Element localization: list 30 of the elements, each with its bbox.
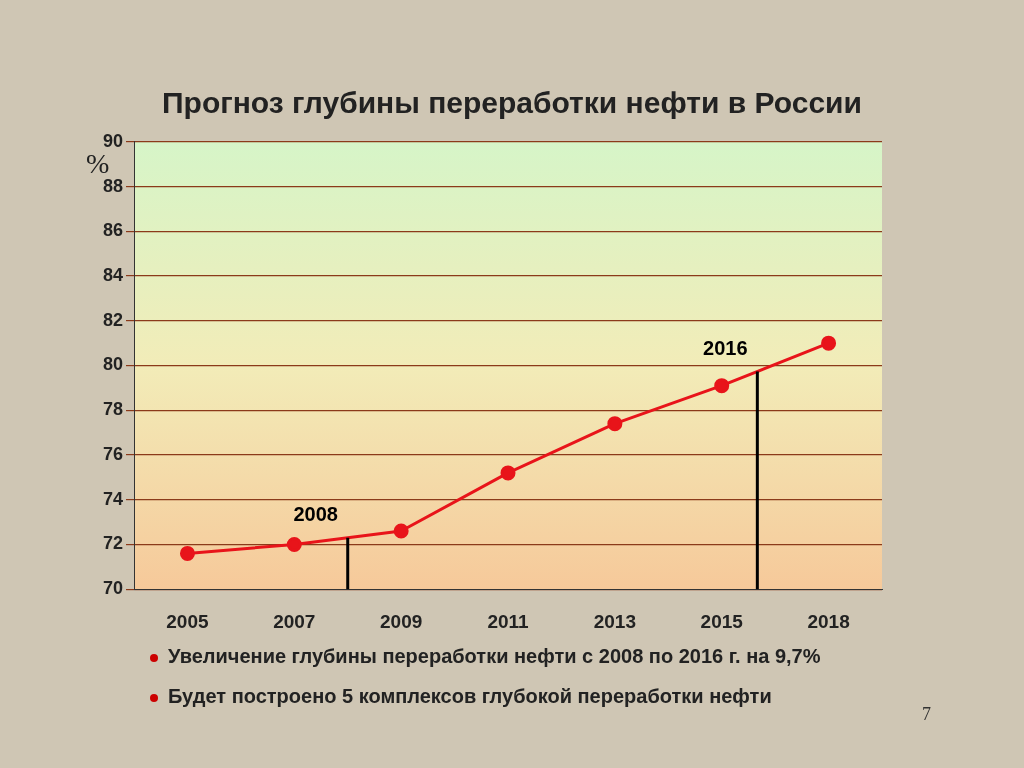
y-tick-label: 80 (102, 354, 124, 375)
point (714, 378, 730, 394)
y-tick-label: 72 (102, 533, 124, 554)
point (821, 335, 837, 351)
x-tick-label: 2011 (487, 610, 530, 632)
annotation: 2016 (703, 336, 748, 359)
x-tick-label: 2007 (273, 610, 316, 632)
text: Будет построено 5 комплексов глубокой переработки нефти (168, 685, 772, 707)
y-tick-label: 76 (102, 443, 124, 464)
x-tick-label: 2005 (166, 610, 210, 632)
annotation: 2008 (293, 503, 338, 526)
y-tick-label: 78 (102, 399, 124, 420)
x-tick-label: 2009 (380, 610, 423, 632)
point (286, 536, 302, 552)
point (393, 523, 409, 539)
x-tick-label: 2018 (807, 610, 850, 632)
y-tick-label: 70 (102, 578, 124, 599)
point (179, 545, 195, 561)
chart-title: Прогноз глубины переработки нефти в России (161, 86, 863, 120)
point (607, 416, 623, 432)
y-tick-label: 82 (102, 309, 124, 330)
x-tick-label: 2013 (593, 610, 637, 632)
y-tick-label: 90 (102, 130, 124, 151)
y-tick-label: 74 (102, 488, 124, 509)
text: Увеличение глубины переработки нефти с 2008 по 2016 г. на 9,7% (168, 645, 821, 667)
y-tick-label: 86 (102, 220, 124, 241)
point (500, 465, 516, 481)
x-tick-label: 2015 (700, 610, 744, 632)
text: 7 (922, 704, 931, 725)
y-tick-label: 84 (102, 264, 124, 285)
